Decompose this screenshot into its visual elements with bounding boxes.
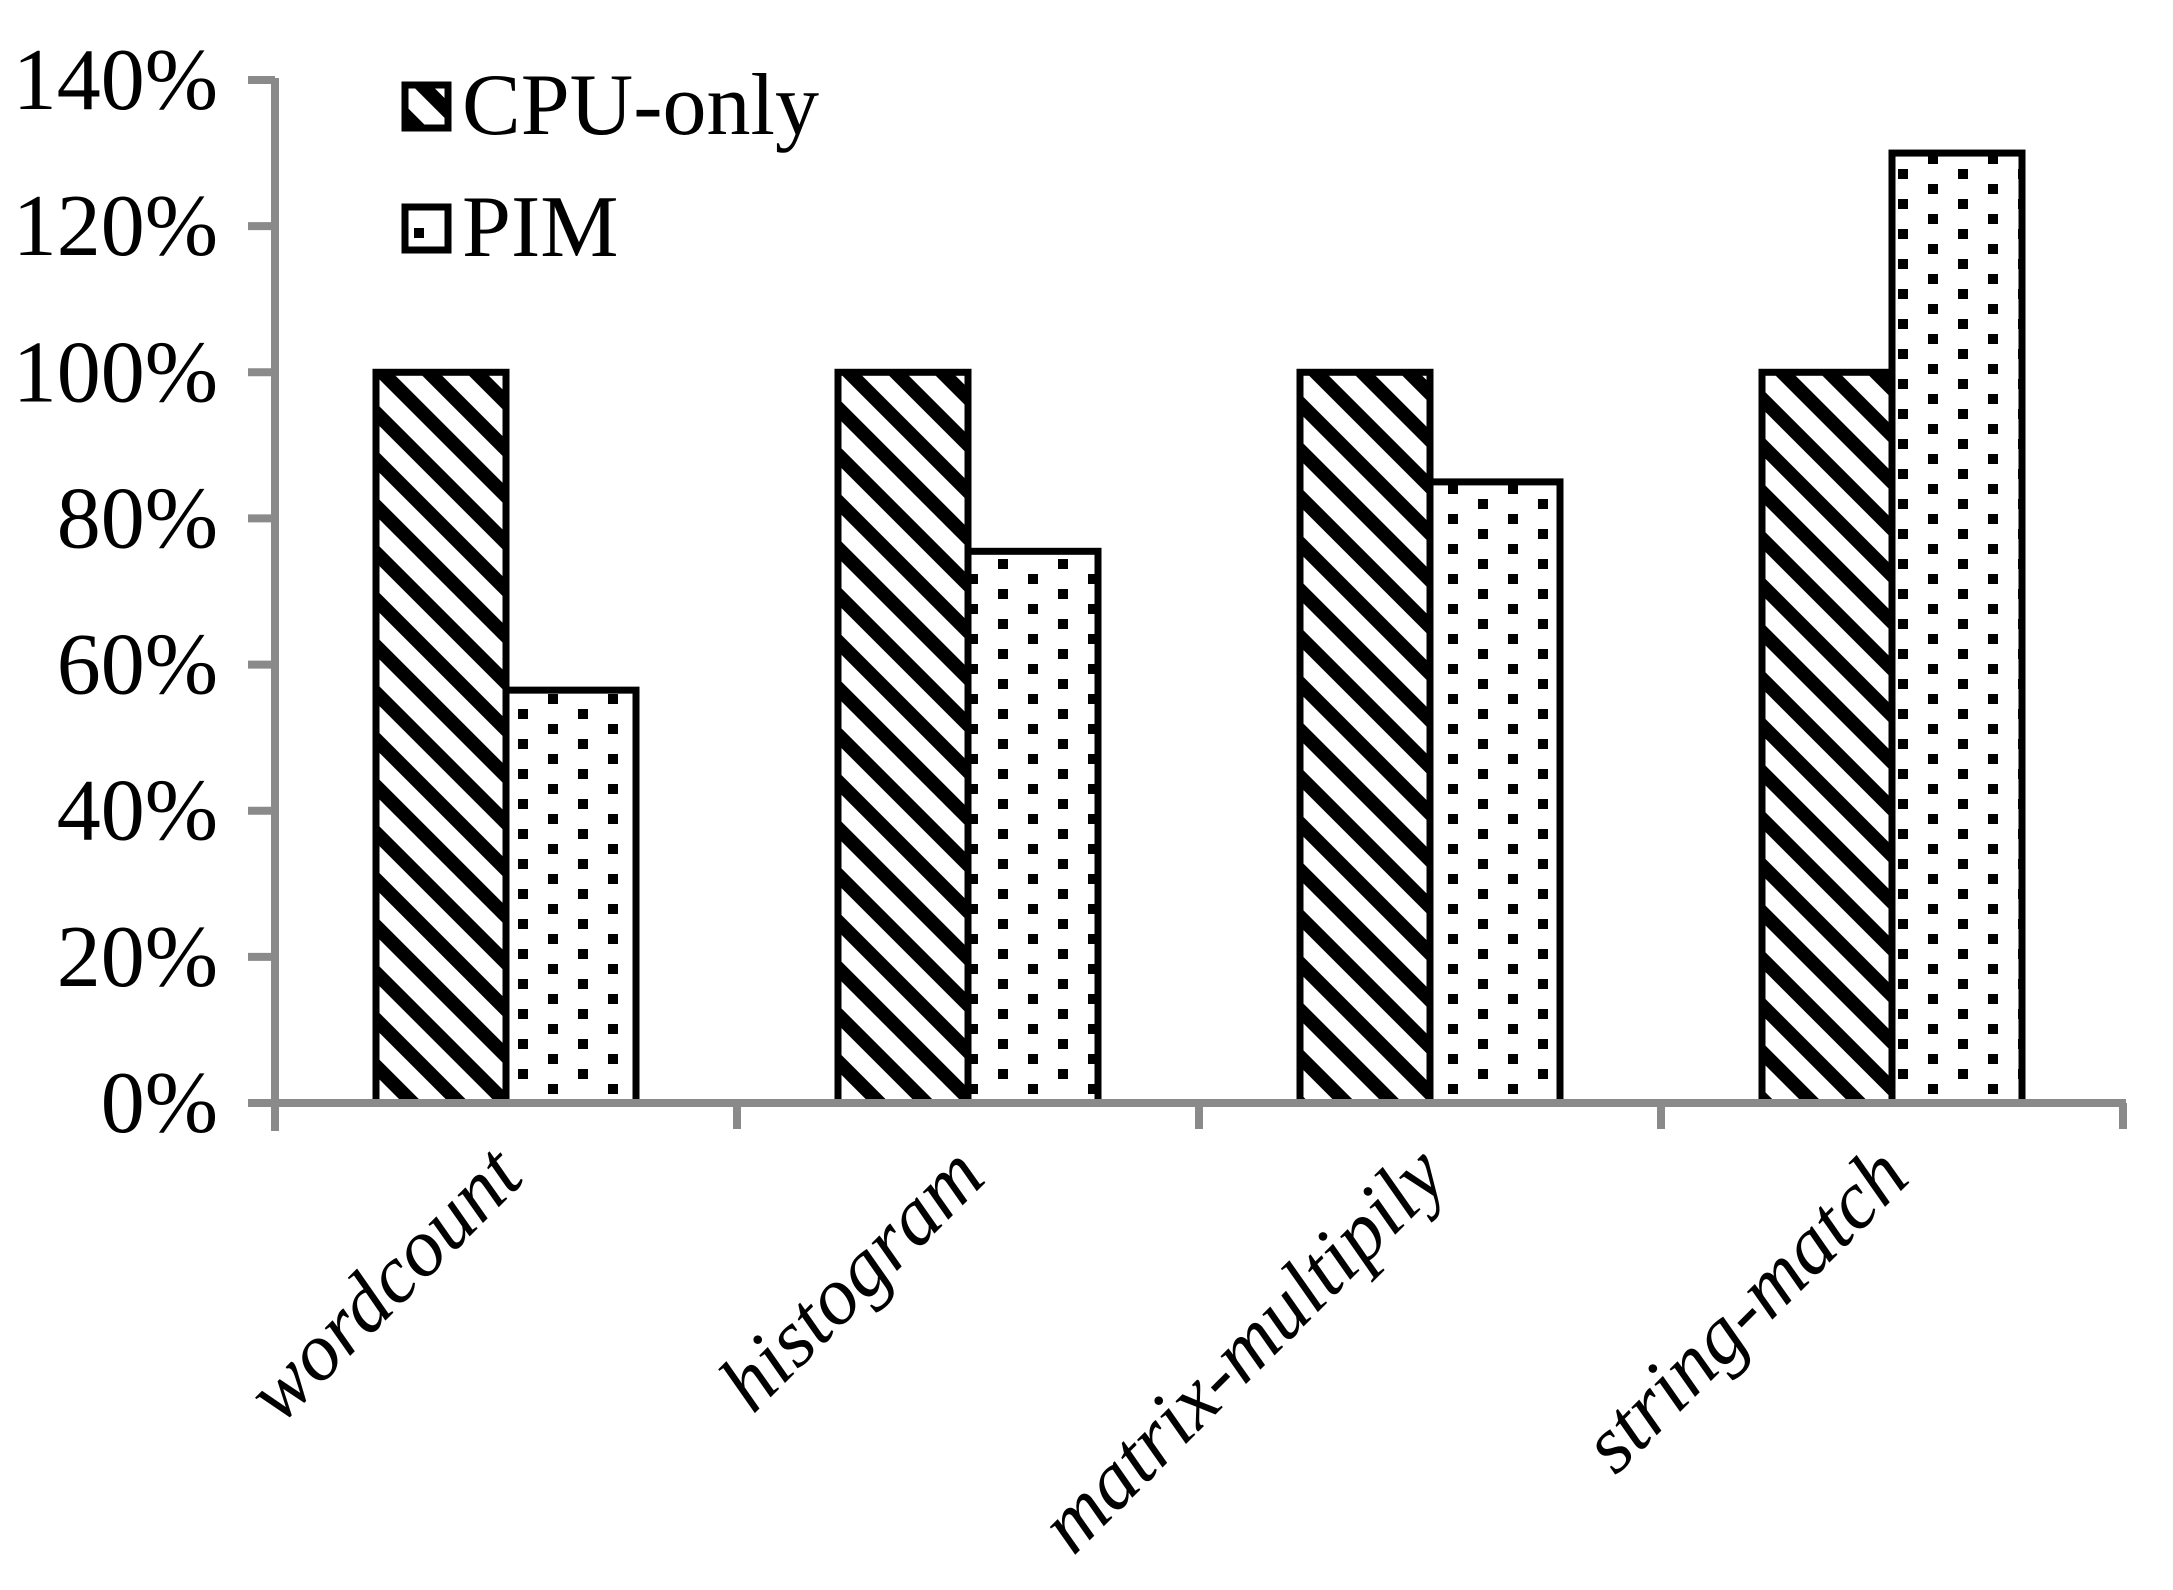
bar-cpu-only-histogram (834, 368, 972, 1107)
y-tick-label-100%: 100% (13, 324, 218, 421)
y-tick-label-60%: 60% (57, 617, 218, 714)
x-label-string-match: string-match (1564, 1128, 1925, 1489)
bar-cpu-only-wordcount (372, 368, 510, 1107)
y-tick-label-0%: 0% (101, 1055, 218, 1152)
legend-label-cpu-only: CPU-only (462, 57, 819, 154)
bar-cpu-only-string-match (1758, 368, 1896, 1107)
legend-dot (414, 228, 424, 238)
x-label-histogram: histogram (701, 1128, 1001, 1428)
legend-label-pim: PIM (462, 179, 619, 276)
bar-pim-matrix-multipily (1426, 478, 1564, 1107)
y-tick-label-120%: 120% (13, 178, 218, 275)
x-label-wordcount: wordcount (228, 1127, 540, 1439)
y-tick-label-40%: 40% (57, 763, 218, 860)
x-label-matrix-multipily: matrix-multipily (1022, 1128, 1464, 1570)
y-tick-label-80%: 80% (57, 470, 218, 567)
bar-cpu-only-matrix-multipily (1296, 368, 1434, 1107)
bar-pim-wordcount (502, 686, 640, 1107)
bar-pim-histogram (964, 547, 1102, 1107)
bar-pim-string-match (1888, 149, 2026, 1107)
striped-swatch-icon (401, 81, 452, 132)
y-tick-label-140%: 140% (13, 32, 218, 129)
dotted-swatch-icon (401, 203, 452, 254)
y-tick-label-20%: 20% (57, 909, 218, 1006)
